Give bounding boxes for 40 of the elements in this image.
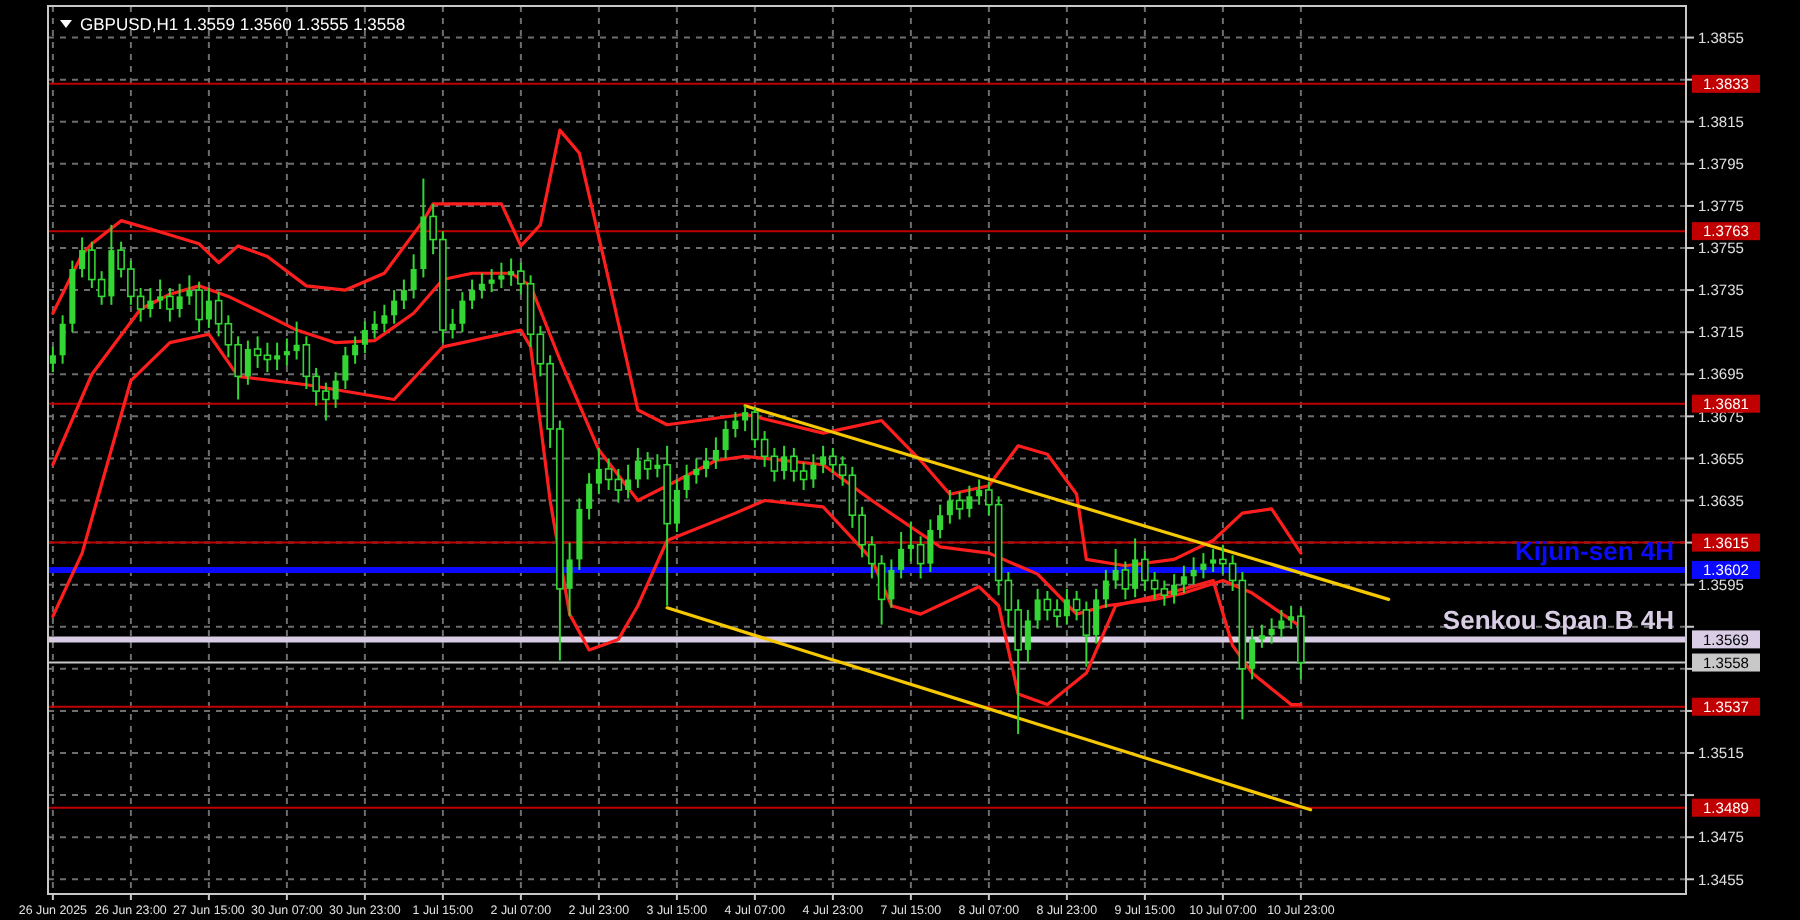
candlestick — [352, 335, 359, 365]
candlestick — [1200, 552, 1207, 580]
candlestick — [643, 451, 652, 481]
annotation: Kijun-sen 4H — [1515, 535, 1674, 566]
candlestick — [693, 457, 700, 485]
candlestick — [1102, 568, 1109, 609]
candlestick — [1278, 608, 1285, 639]
candlestick — [1258, 623, 1265, 649]
candlestick — [1180, 564, 1187, 595]
candlestick — [488, 268, 495, 294]
candlestick — [703, 446, 710, 479]
candlestick — [400, 278, 407, 311]
candlestick — [955, 491, 964, 521]
candlestick — [683, 463, 690, 500]
candlestick — [478, 272, 485, 300]
candlestick — [459, 291, 466, 334]
candlestick — [469, 278, 476, 311]
candlestick — [937, 503, 944, 540]
candlestick — [898, 531, 905, 580]
candlestick — [722, 419, 729, 460]
candlestick — [391, 289, 398, 325]
candlestick — [371, 310, 378, 340]
candlestick — [283, 337, 290, 367]
candlestick — [712, 436, 719, 470]
candlestick — [916, 535, 925, 580]
candlestick — [1121, 560, 1130, 601]
candlestick — [59, 314, 66, 365]
candlestick — [732, 411, 739, 439]
candlestick — [361, 320, 368, 355]
annotation: Senkou Span B 4H — [1442, 605, 1674, 636]
candlestick — [498, 261, 505, 289]
candlestick — [1268, 617, 1275, 645]
candlestick — [342, 345, 349, 390]
line-series — [51, 128, 1303, 568]
candlestick — [381, 303, 388, 334]
candlestick — [49, 345, 56, 374]
candlestick — [1190, 556, 1197, 586]
text: GBPUSD,H1 1.3559 1.3560 1.3555 1.3558 — [80, 14, 406, 34]
candlestick — [586, 472, 593, 521]
candlestick — [410, 253, 417, 300]
